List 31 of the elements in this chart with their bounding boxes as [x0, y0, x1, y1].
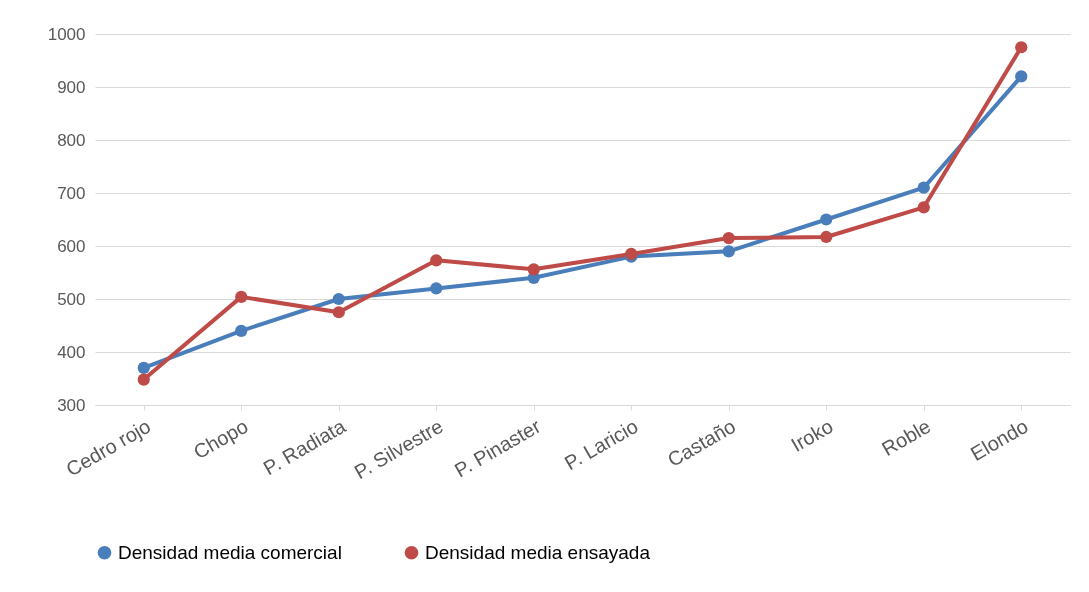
point: [1015, 70, 1028, 83]
x-tick-label: Cedro rojo: [62, 414, 155, 481]
point: [820, 230, 833, 244]
point: [235, 290, 248, 303]
y-tick-label: 500: [57, 289, 86, 309]
point: [722, 245, 735, 258]
x-tick-label: Chopo: [189, 414, 252, 464]
point: [430, 254, 443, 267]
y-tick-label: 1000: [47, 24, 86, 44]
point: [527, 263, 540, 276]
point: [722, 231, 735, 245]
legend-label: Densidad media comercial: [118, 541, 342, 563]
point: [430, 282, 443, 295]
x-tick-label: Iroko: [787, 414, 837, 457]
y-tick-label: 400: [57, 342, 86, 362]
y-tick-label: 800: [57, 130, 86, 150]
point: [820, 213, 833, 226]
y-tick-label: 600: [57, 236, 86, 256]
point: [235, 324, 248, 337]
point: [332, 306, 345, 319]
point: [1015, 41, 1028, 54]
y-tick-label: 700: [57, 183, 86, 203]
point: [137, 373, 150, 386]
legend-label: Densidad media ensayada: [425, 541, 651, 563]
y-tick-label: 300: [57, 395, 86, 415]
point: [137, 361, 150, 375]
y-tick-label: 900: [57, 77, 86, 97]
point: [917, 201, 930, 214]
x-tick-label: Roble: [877, 414, 935, 460]
point: [917, 181, 930, 194]
point: [332, 292, 345, 306]
